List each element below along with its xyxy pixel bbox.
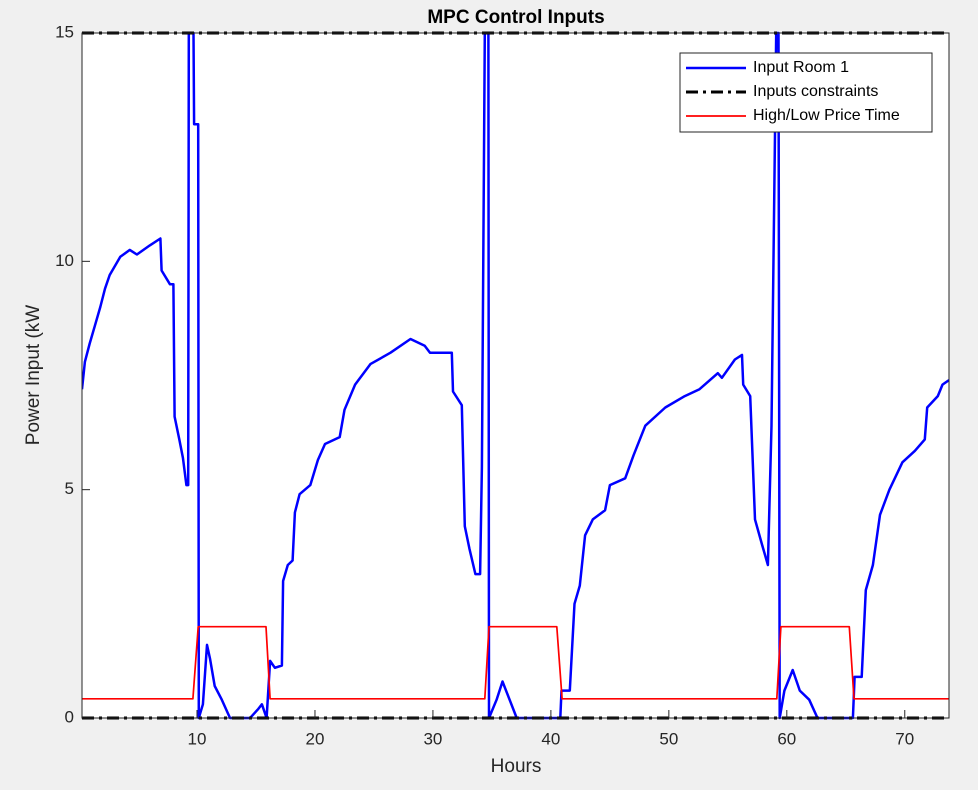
legend-label: Input Room 1: [753, 59, 849, 76]
x-tick-label: 60: [777, 729, 796, 748]
x-tick-label: 40: [541, 729, 560, 748]
y-tick-label: 5: [65, 479, 74, 498]
y-tick-label: 15: [55, 22, 74, 41]
x-tick-label: 50: [659, 729, 678, 748]
x-tick-label: 10: [188, 729, 207, 748]
series-line: [82, 31, 949, 720]
legend: Input Room 1 Inputs constraints High/Low P…: [679, 52, 933, 133]
axes-box: [81, 32, 950, 719]
x-axis-label: Hours: [491, 756, 542, 777]
y-tick-label: 0: [65, 707, 74, 726]
chart-title: MPC Control Inputs: [427, 7, 604, 28]
y-axis-label: Power Input (kW: [23, 305, 44, 445]
legend-label: High/Low Price Time: [753, 107, 900, 124]
plot-area: [82, 33, 949, 718]
x-tick-label: 20: [306, 729, 325, 748]
series-line: [82, 625, 949, 700]
x-tick-label: 30: [423, 729, 442, 748]
axes: 10 20 30 40 50 60 70 0 5 10 15: [55, 22, 950, 748]
y-tick-label: 10: [55, 251, 74, 270]
legend-label: Inputs constraints: [753, 83, 878, 100]
x-tick-label: 70: [895, 729, 914, 748]
